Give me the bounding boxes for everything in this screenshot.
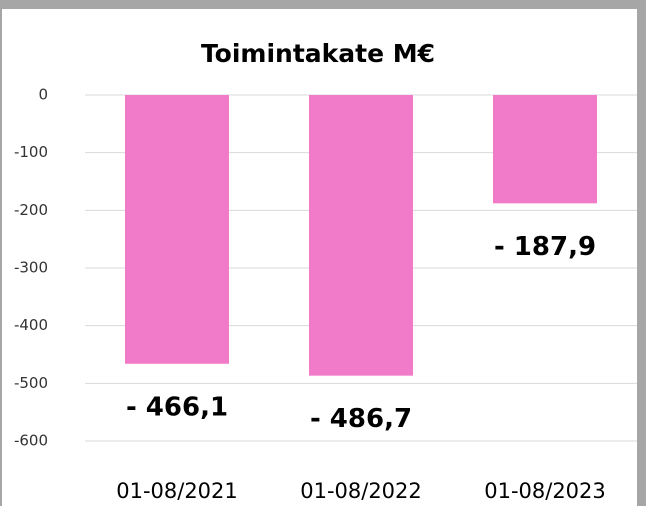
bar	[493, 95, 597, 204]
y-tick-label: -600	[14, 432, 48, 450]
data-label: - 486,7	[310, 404, 412, 434]
y-tick-label: -200	[14, 201, 48, 219]
y-tick-label: -400	[14, 316, 48, 334]
x-tick-label: 01-08/2021	[116, 479, 238, 503]
bar	[125, 95, 229, 364]
data-label: - 466,1	[126, 392, 228, 422]
data-label: - 187,9	[494, 232, 596, 262]
y-tick-label: -500	[14, 374, 48, 392]
x-tick-label: 01-08/2023	[484, 479, 606, 503]
y-tick-label: -100	[14, 143, 48, 161]
x-tick-label: 01-08/2022	[300, 479, 422, 503]
y-tick-label: 0	[38, 86, 48, 104]
chart-title: Toimintakate M€	[201, 39, 435, 68]
y-tick-label: -300	[14, 259, 48, 277]
bar	[309, 95, 413, 376]
